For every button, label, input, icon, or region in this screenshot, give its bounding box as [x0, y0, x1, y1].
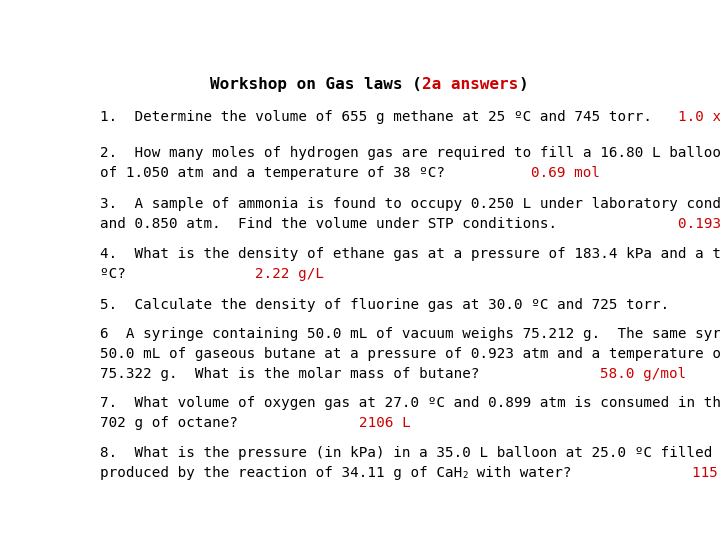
Text: 50.0 mL of gaseous butane at a pressure of 0.923 atm and a temperature of 24 ºC : 50.0 mL of gaseous butane at a pressure …: [100, 347, 720, 361]
Text: 3.  A sample of ammonia is found to occupy 0.250 L under laboratory conditions a: 3. A sample of ammonia is found to occup…: [100, 197, 720, 211]
Text: Workshop on Gas laws (: Workshop on Gas laws (: [210, 77, 422, 92]
Text: 75.322 g.  What is the molar mass of butane?: 75.322 g. What is the molar mass of buta…: [100, 367, 600, 381]
Text: 0.69 mol: 0.69 mol: [531, 166, 600, 180]
Text: 4.  What is the density of ethane gas at a pressure of 183.4 kPa and a temperatu: 4. What is the density of ethane gas at …: [100, 247, 720, 261]
Text: 2: 2: [462, 471, 468, 480]
Text: 8.  What is the pressure (in kPa) in a 35.0 L balloon at 25.0 ºC filled with pur: 8. What is the pressure (in kPa) in a 35…: [100, 446, 720, 460]
Text: 2.22 g/L: 2.22 g/L: [256, 267, 324, 281]
Text: 5.  Calculate the density of fluorine gas at 30.0 ºC and 725 torr.: 5. Calculate the density of fluorine gas…: [100, 298, 720, 312]
Text: with water?: with water?: [468, 466, 692, 480]
Text: and 0.850 atm.  Find the volume under STP conditions.: and 0.850 atm. Find the volume under STP…: [100, 217, 678, 231]
Text: 6  A syringe containing 50.0 mL of vacuum weighs 75.212 g.  The same syringe con: 6 A syringe containing 50.0 mL of vacuum…: [100, 327, 720, 341]
Text: 115 kPa: 115 kPa: [692, 466, 720, 480]
Text: 2a answers: 2a answers: [422, 77, 518, 92]
Text: 58.0 g/mol: 58.0 g/mol: [600, 367, 687, 381]
Text: 2.  How many moles of hydrogen gas are required to fill a 16.80 L balloon with a: 2. How many moles of hydrogen gas are re…: [100, 146, 720, 160]
Text: 7.  What volume of oxygen gas at 27.0 ºC and 0.899 atm is consumed in the combus: 7. What volume of oxygen gas at 27.0 ºC …: [100, 396, 720, 410]
Text: of 1.050 atm and a temperature of 38 ºC?: of 1.050 atm and a temperature of 38 ºC?: [100, 166, 531, 180]
Text: produced by the reaction of 34.11 g of CaH: produced by the reaction of 34.11 g of C…: [100, 466, 462, 480]
Text: 702 g of octane?: 702 g of octane?: [100, 415, 359, 429]
Text: ºC?: ºC?: [100, 267, 256, 281]
Text: ): ): [518, 77, 528, 92]
Text: 1.  Determine the volume of 655 g methane at 25 ºC and 745 torr.: 1. Determine the volume of 655 g methane…: [100, 110, 678, 124]
Text: 0.193 L: 0.193 L: [678, 217, 720, 231]
Text: 2106 L: 2106 L: [359, 415, 410, 429]
Text: 1.0 x 10: 1.0 x 10: [678, 110, 720, 124]
